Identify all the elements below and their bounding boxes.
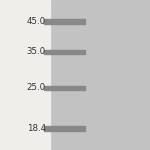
- Text: 25.0: 25.0: [27, 83, 46, 92]
- Bar: [44, 50, 85, 54]
- Text: 45.0: 45.0: [27, 17, 46, 26]
- Bar: [0, 0, 50, 150]
- Bar: [44, 20, 85, 24]
- Bar: [44, 85, 85, 90]
- Text: 18.4: 18.4: [27, 124, 46, 133]
- Bar: [44, 126, 85, 130]
- Text: 35.0: 35.0: [27, 47, 46, 56]
